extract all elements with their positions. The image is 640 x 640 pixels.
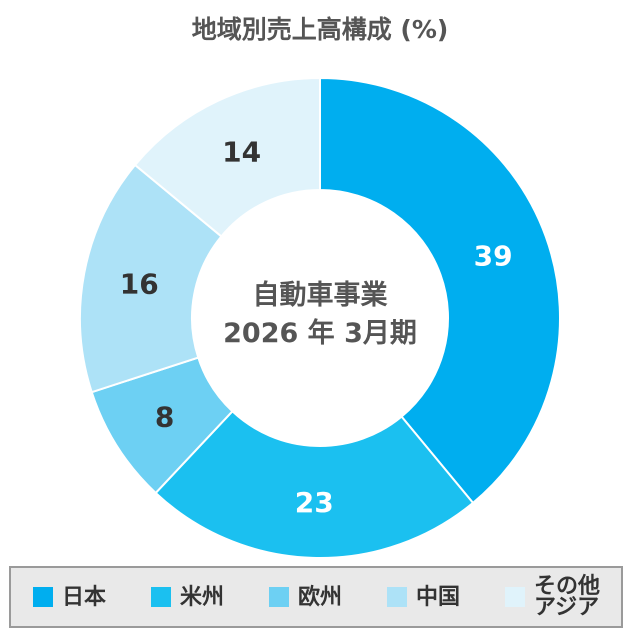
slice-3 <box>79 163 223 394</box>
legend-swatch <box>33 587 53 607</box>
center-label-line1: 自動車事業 <box>253 279 388 311</box>
legend-label: 日本 <box>62 584 107 610</box>
legend-swatch <box>505 587 525 607</box>
legend-item-4: その他 アジア <box>505 568 600 626</box>
slice-group <box>79 76 561 559</box>
legend-item-0: 日本 <box>33 568 106 626</box>
legend-item-1: 米州 <box>151 568 224 626</box>
slice-4 <box>133 76 321 238</box>
slice-value-label-3: 16 <box>120 268 159 301</box>
slice-0 <box>319 76 561 505</box>
legend: 日本 米州 欧州 中国 その他 アジア <box>9 566 623 628</box>
legend-swatch <box>387 587 407 607</box>
center-label-line2: 2026 年 3月期 <box>223 317 417 349</box>
legend-swatch <box>151 587 171 607</box>
legend-label: 米州 <box>180 584 225 610</box>
chart-title: 地域別売上高構成 (%) <box>191 15 449 44</box>
legend-label: 欧州 <box>298 584 343 610</box>
slice-label-group: 39 23 8 16 14 <box>120 136 513 519</box>
legend-label: 中国 <box>416 584 461 610</box>
legend-item-2: 欧州 <box>269 568 342 626</box>
legend-label: その他 アジア <box>534 574 601 620</box>
slice-value-label-1: 23 <box>295 486 334 519</box>
legend-swatch <box>269 587 289 607</box>
slice-value-label-0: 39 <box>474 240 513 273</box>
donut-chart: 39 23 8 16 14 自動車事業 2026 年 3月期 <box>79 76 561 559</box>
slice-value-label-2: 8 <box>155 401 174 434</box>
slice-1 <box>154 409 475 559</box>
slice-value-label-4: 14 <box>222 136 261 169</box>
legend-item-3: 中国 <box>387 568 460 626</box>
